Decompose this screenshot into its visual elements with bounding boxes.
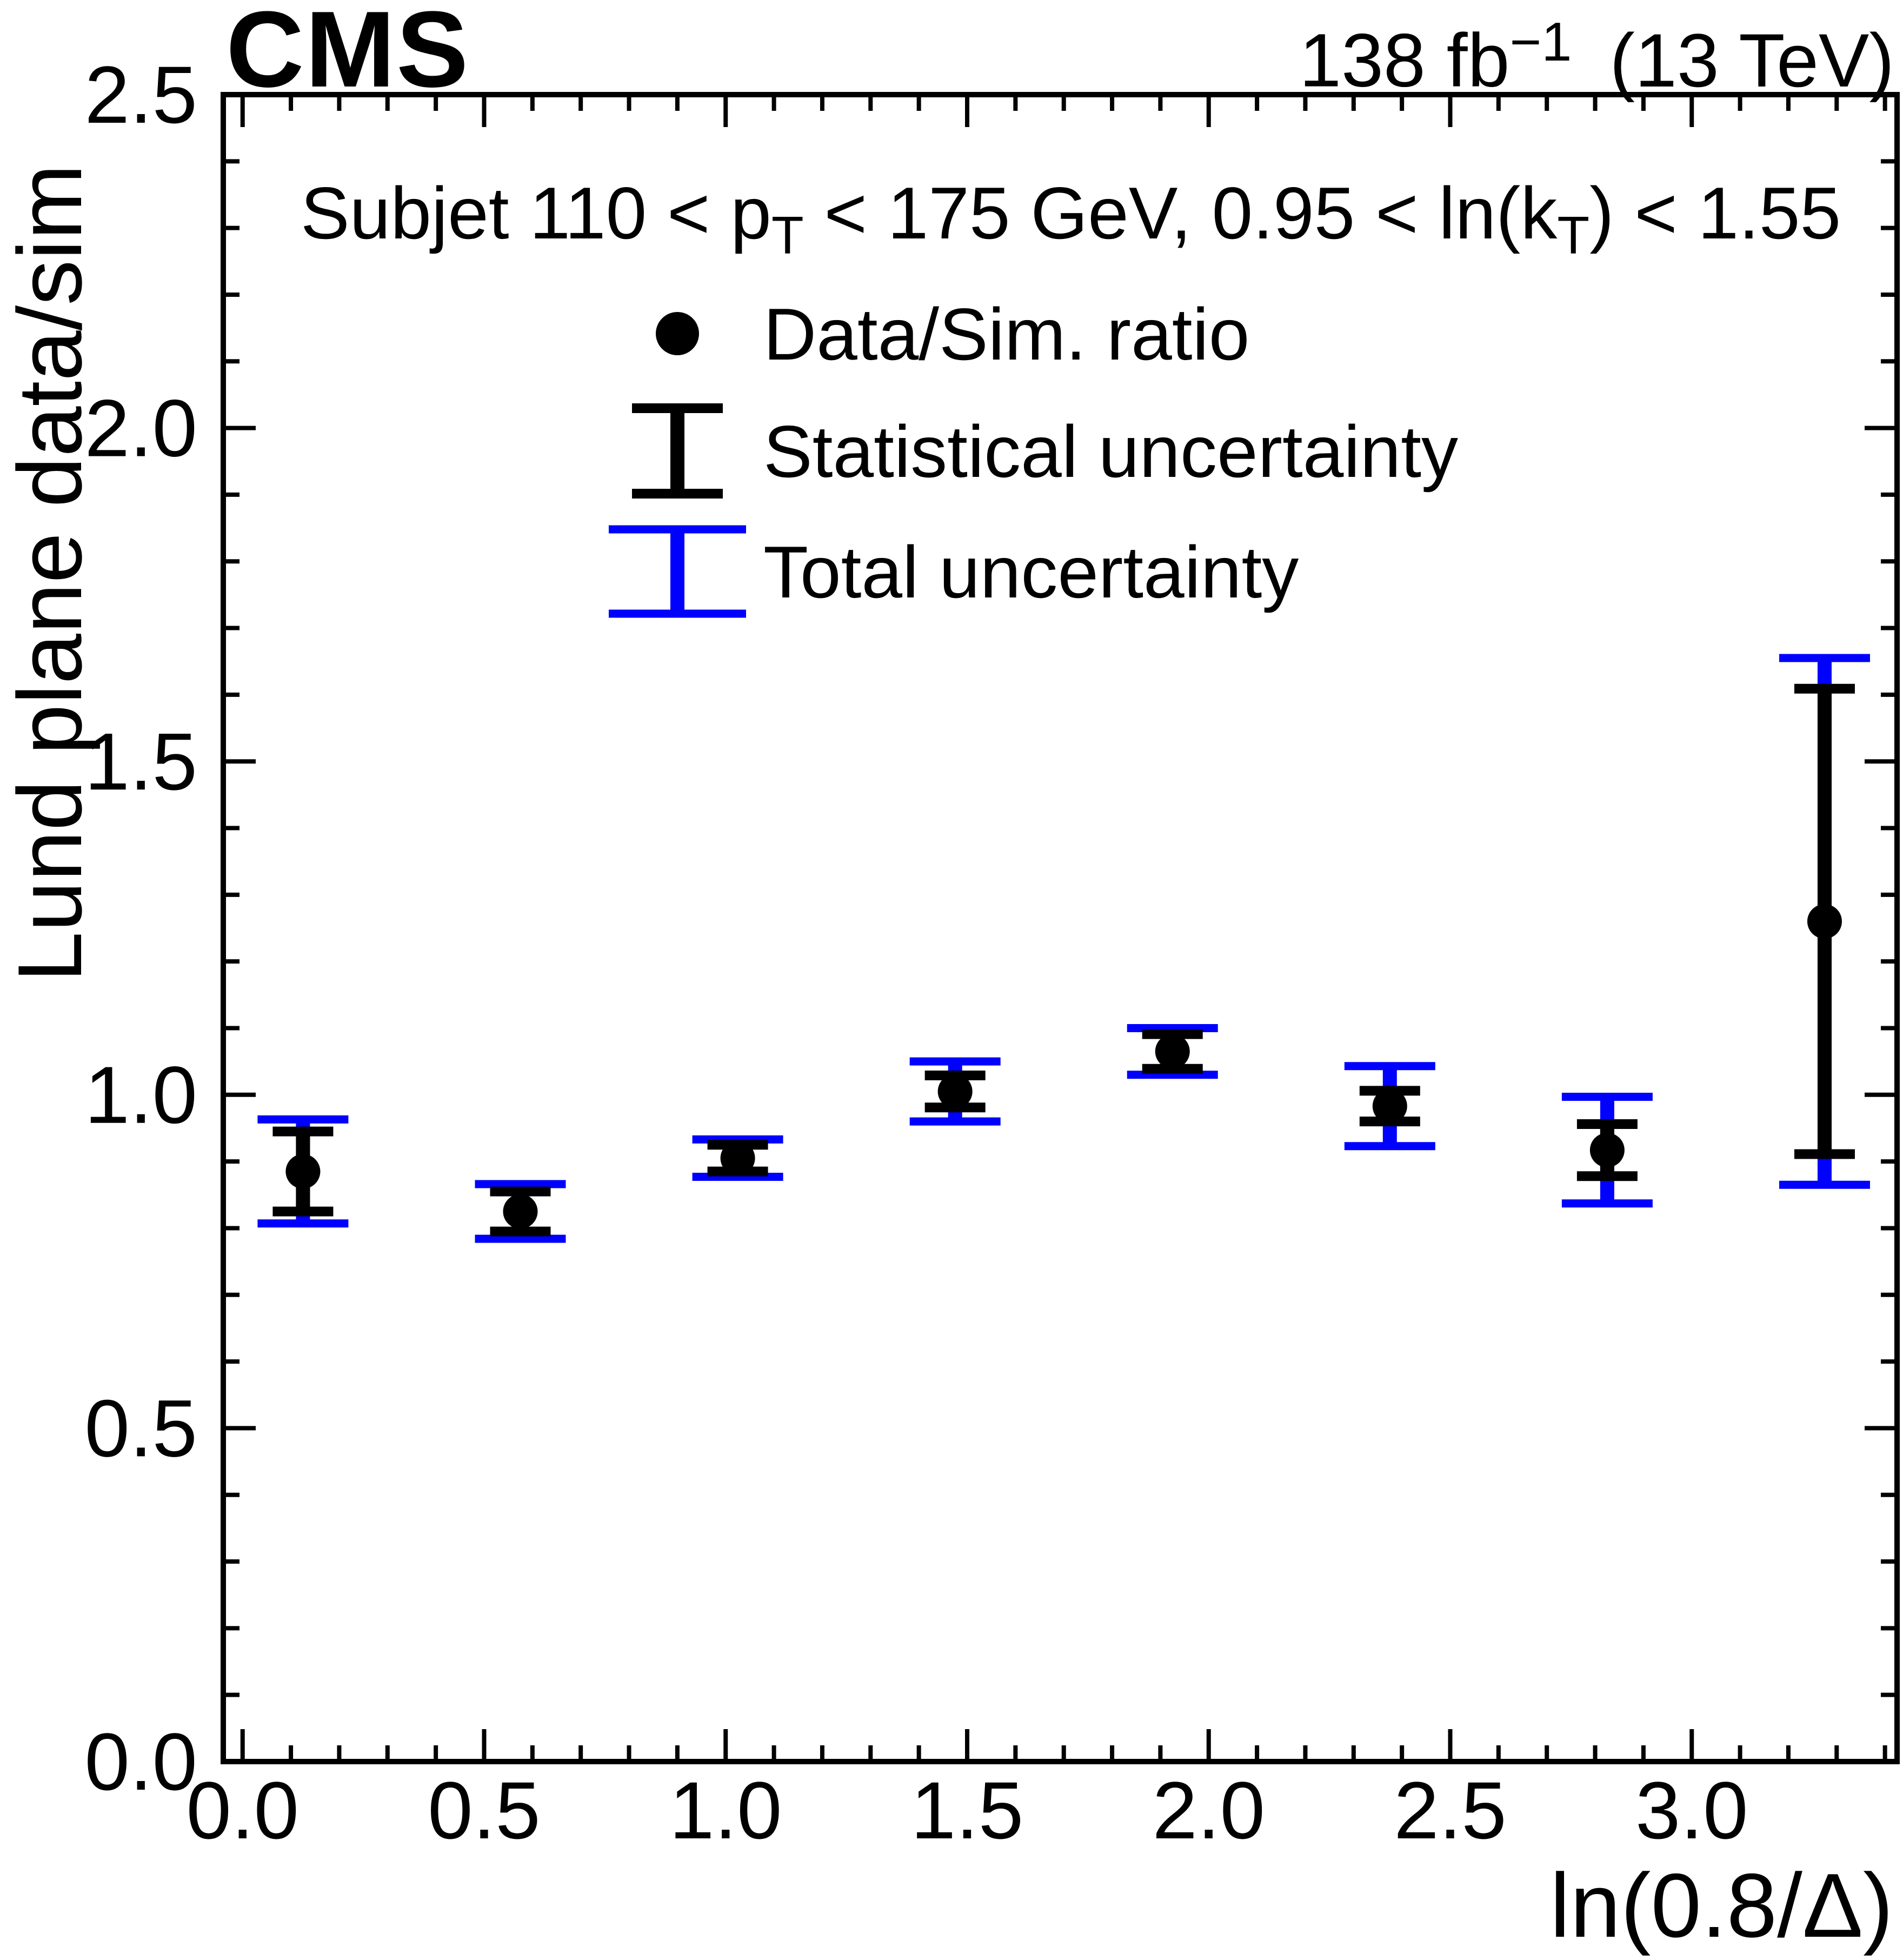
y-tick-label: 0.0 [84, 1716, 197, 1807]
subtitle-text: < 175 GeV, 0.95 < ln(k [803, 172, 1558, 254]
x-tick-label: 2.5 [1394, 1765, 1507, 1856]
x-tick-label: 2.0 [1152, 1765, 1265, 1856]
subtitle-subscript: T [771, 205, 804, 265]
legend-dot-marker [656, 312, 699, 355]
data-point [1807, 904, 1842, 939]
y-tick-label: 2.5 [84, 49, 197, 140]
luminosity-energy-label: 138 fb−1 (13 TeV) [1299, 15, 1894, 98]
data-point [937, 1074, 973, 1109]
y-tick-label: 1.5 [84, 716, 197, 807]
legend-label: Data/Sim. ratio [763, 293, 1249, 375]
subtitle-subscript: T [1557, 205, 1590, 265]
x-tick-label: 0.0 [186, 1765, 299, 1856]
legend-label: Statistical uncertainty [763, 410, 1458, 493]
x-tick-label: 1.0 [669, 1765, 782, 1856]
data-point [503, 1194, 538, 1229]
data-point [720, 1140, 755, 1175]
plot-frame [221, 92, 1900, 1764]
subtitle-text: ) < 1.55 [1589, 172, 1841, 254]
data-point [285, 1154, 321, 1189]
data-point [1589, 1133, 1625, 1168]
energy-value: (13 TeV) [1609, 17, 1894, 103]
x-tick-label: 1.5 [911, 1765, 1024, 1856]
lumi-value: 138 fb [1299, 17, 1510, 103]
lumi-exponent: −1 [1509, 12, 1572, 72]
x-axis-title: ln(0.8/Δ) [1549, 1855, 1893, 1956]
x-tick-label: 0.5 [428, 1765, 541, 1856]
legend-label: Total uncertainty [763, 531, 1299, 613]
experiment-logo-text: CMS [226, 0, 470, 110]
y-tick-label: 0.5 [84, 1383, 197, 1473]
selection-subtitle: Subjet 110 < pT < 175 GeV, 0.95 < ln(kT)… [301, 176, 1841, 262]
subtitle-text: Subjet 110 < p [301, 172, 771, 254]
y-axis-title: Lund plane data/sim [0, 164, 101, 982]
x-tick-label: 3.0 [1635, 1765, 1748, 1856]
y-tick-label: 2.0 [84, 383, 197, 474]
data-point [1155, 1034, 1190, 1069]
data-point [1372, 1088, 1407, 1124]
y-tick-label: 1.0 [84, 1049, 197, 1140]
